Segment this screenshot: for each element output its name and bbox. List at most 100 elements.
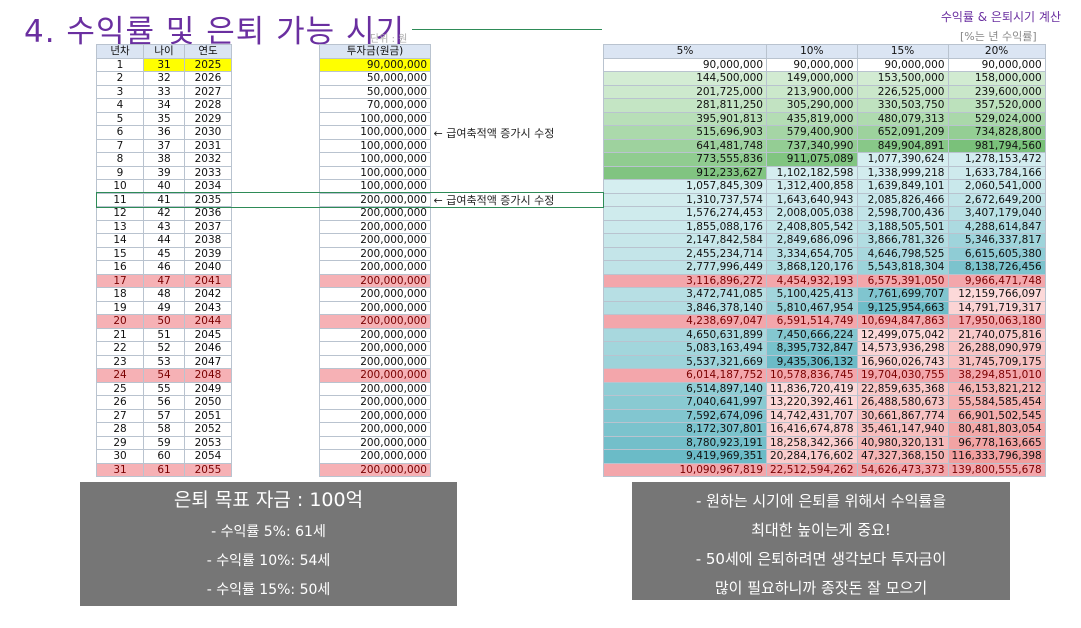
value-cell-10: 1,643,640,943 xyxy=(766,192,858,207)
value-cell-20: 90,000,000 xyxy=(947,57,1046,72)
value-cell-5: 641,481,748 xyxy=(603,138,767,153)
age-cell: 59 xyxy=(143,435,185,450)
value-cell-20: 139,800,555,678 xyxy=(947,462,1046,477)
table-row: 24 54 2048 xyxy=(96,368,232,383)
value-cell-20: 6,615,605,380 xyxy=(947,246,1046,261)
table-row: 641,481,748 737,340,990 849,904,891 981,794… xyxy=(603,138,1046,153)
value-cell-5: 3,116,896,272 xyxy=(603,273,767,288)
invest-cell: 200,000,000 xyxy=(319,219,431,234)
seq-cell: 15 xyxy=(96,246,144,261)
table-row: 281,811,250 305,290,000 330,503,750 357,520… xyxy=(603,98,1046,113)
table-row: 8,172,307,801 16,416,674,878 35,461,147,94… xyxy=(603,422,1046,437)
value-cell-15: 3,188,505,501 xyxy=(856,219,949,234)
year-cell: 2055 xyxy=(184,462,232,477)
value-cell-5: 3,846,378,140 xyxy=(603,300,767,315)
table-row: 90,000,000 90,000,000 90,000,000 90,000,000 xyxy=(603,57,1046,72)
table-row: 9 39 2033 xyxy=(96,165,232,180)
header-rate-20: 20% xyxy=(947,44,1046,59)
table-row: 200,000,000 xyxy=(319,341,431,356)
year-cell: 2038 xyxy=(184,233,232,248)
table-row: 200,000,000 xyxy=(319,287,431,302)
table-row: 10,090,967,819 22,512,594,262 54,626,473,3… xyxy=(603,462,1046,477)
value-cell-10: 8,395,732,847 xyxy=(766,341,858,356)
table-row: 200,000,000 xyxy=(319,260,431,275)
invest-cell: 100,000,000 xyxy=(319,125,431,140)
investment-table: 투자금(원금) 90,000,000 50,000,000 50,000,000 70… xyxy=(319,44,431,477)
value-cell-15: 47,327,368,150 xyxy=(856,449,949,464)
table-row: 7,592,674,096 14,742,431,707 30,661,867,77… xyxy=(603,408,1046,423)
value-cell-20: 96,778,163,665 xyxy=(947,435,1046,450)
age-cell: 48 xyxy=(143,287,185,302)
table-row: 50,000,000 xyxy=(319,84,431,99)
year-cell: 2025 xyxy=(184,57,232,72)
value-cell-20: 12,159,766,097 xyxy=(947,287,1046,302)
value-cell-5: 10,090,967,819 xyxy=(603,462,767,477)
table-row: 200,000,000 xyxy=(319,408,431,423)
value-cell-20: 17,950,063,180 xyxy=(947,314,1046,329)
age-cell: 39 xyxy=(143,165,185,180)
year-table: 년차 나이 연도 1 31 2025 2 32 2026 3 33 2027 4 34 2028 5 35… xyxy=(96,44,232,477)
table-row: 100,000,000 xyxy=(319,111,431,126)
table-row: 515,696,903 579,400,900 652,091,209 734,828… xyxy=(603,125,1046,140)
value-cell-15: 2,085,826,466 xyxy=(856,192,949,207)
table-row: 28 58 2052 xyxy=(96,422,232,437)
table-row: 90,000,000 xyxy=(319,57,431,72)
value-cell-15: 30,661,867,774 xyxy=(856,408,949,423)
year-cell: 2046 xyxy=(184,341,232,356)
value-cell-5: 515,696,903 xyxy=(603,125,767,140)
value-cell-10: 3,334,654,705 xyxy=(766,246,858,261)
value-cell-15: 226,525,000 xyxy=(856,84,949,99)
value-cell-15: 14,573,936,298 xyxy=(856,341,949,356)
value-cell-5: 6,514,897,140 xyxy=(603,381,767,396)
value-cell-15: 2,598,700,436 xyxy=(856,206,949,221)
seq-cell: 18 xyxy=(96,287,144,302)
table-row: 19 49 2043 xyxy=(96,300,232,315)
summary-line: - 수익률 10%: 54세 xyxy=(206,553,331,569)
table-row: 2 32 2026 xyxy=(96,71,232,86)
seq-cell: 31 xyxy=(96,462,144,477)
table-row: 200,000,000 xyxy=(319,368,431,383)
age-cell: 44 xyxy=(143,233,185,248)
value-cell-10: 13,220,392,461 xyxy=(766,395,858,410)
year-cell: 2037 xyxy=(184,219,232,234)
value-cell-20: 26,288,090,979 xyxy=(947,341,1046,356)
year-cell: 2040 xyxy=(184,260,232,275)
age-cell: 42 xyxy=(143,206,185,221)
value-cell-5: 4,650,631,899 xyxy=(603,327,767,342)
value-cell-15: 7,761,699,707 xyxy=(856,287,949,302)
value-cell-5: 4,238,697,047 xyxy=(603,314,767,329)
table-row: 8 38 2032 xyxy=(96,152,232,167)
value-cell-20: 3,407,179,040 xyxy=(947,206,1046,221)
value-cell-5: 2,777,996,449 xyxy=(603,260,767,275)
table-row: 395,901,813 435,819,000 480,079,313 529,024… xyxy=(603,111,1046,126)
value-cell-5: 2,455,234,714 xyxy=(603,246,767,261)
invest-cell: 50,000,000 xyxy=(319,84,431,99)
value-cell-10: 1,102,182,598 xyxy=(766,165,858,180)
age-cell: 52 xyxy=(143,341,185,356)
value-cell-20: 38,294,851,010 xyxy=(947,368,1046,383)
value-cell-20: 80,481,803,054 xyxy=(947,422,1046,437)
value-cell-5: 1,855,088,176 xyxy=(603,219,767,234)
age-cell: 36 xyxy=(143,125,185,140)
invest-cell: 200,000,000 xyxy=(319,246,431,261)
seq-cell: 26 xyxy=(96,395,144,410)
seq-cell: 23 xyxy=(96,354,144,369)
value-cell-20: 9,966,471,748 xyxy=(947,273,1046,288)
value-cell-5: 9,419,969,351 xyxy=(603,449,767,464)
value-cell-10: 9,435,306,132 xyxy=(766,354,858,369)
table-row: 4,650,631,899 7,450,666,224 12,499,075,042… xyxy=(603,327,1046,342)
value-cell-10: 435,819,000 xyxy=(766,111,858,126)
header-rate-15: 15% xyxy=(856,44,949,59)
age-cell: 57 xyxy=(143,408,185,423)
age-cell: 45 xyxy=(143,246,185,261)
table-row: 200,000,000 xyxy=(319,435,431,450)
value-cell-10: 4,454,932,193 xyxy=(766,273,858,288)
value-cell-10: 3,868,120,176 xyxy=(766,260,858,275)
value-cell-15: 35,461,147,940 xyxy=(856,422,949,437)
year-cell: 2041 xyxy=(184,273,232,288)
invest-cell: 200,000,000 xyxy=(319,408,431,423)
value-cell-15: 9,125,954,663 xyxy=(856,300,949,315)
note-outline xyxy=(96,192,604,208)
age-cell: 55 xyxy=(143,381,185,396)
header-invest: 투자금(원금) xyxy=(319,44,431,59)
